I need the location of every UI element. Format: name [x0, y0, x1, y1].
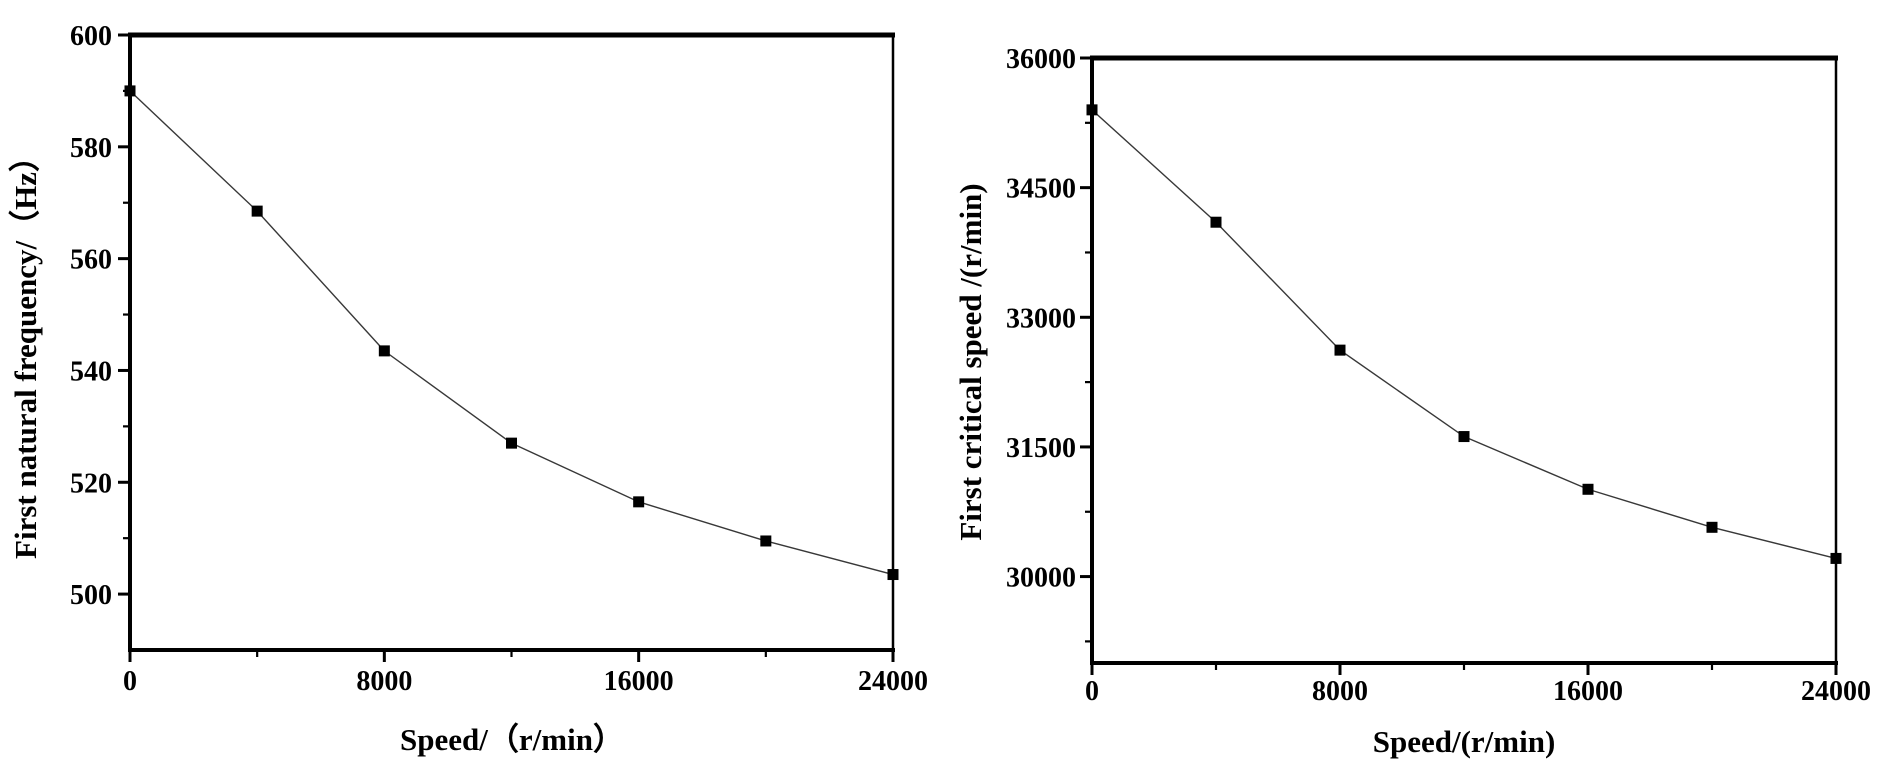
data-point-marker	[1830, 552, 1842, 564]
data-point-marker	[1086, 104, 1098, 116]
y-tick-label: 580	[70, 133, 112, 164]
x-tick-label: 0	[1085, 676, 1099, 707]
y-tick-label: 33000	[1006, 303, 1076, 334]
y-axis-title: First critical speed /(r/min)	[953, 183, 988, 540]
data-point-marker	[1582, 483, 1594, 495]
y-tick-label: 520	[70, 468, 112, 499]
data-point-marker	[1210, 216, 1222, 228]
data-point-marker	[760, 535, 772, 547]
y-tick-label: 540	[70, 356, 112, 387]
x-axis-title: Speed/(r/min)	[1373, 724, 1556, 759]
data-point-marker	[1706, 521, 1718, 533]
x-tick-label: 8000	[1312, 676, 1368, 707]
data-point-marker	[251, 205, 263, 217]
chart-first-natural-frequency: 0 8000 16000 24000 500 520 540 560 580 600 Speed/（…	[8, 21, 928, 757]
x-axis-title: Speed/（r/min）	[400, 722, 624, 757]
data-point-marker	[378, 345, 390, 357]
data-point-marker	[1334, 344, 1346, 356]
y-tick-label: 34500	[1006, 174, 1076, 205]
data-point-marker	[887, 569, 899, 581]
y-axis-title: First natural frequency/（Hz）	[8, 141, 43, 559]
x-tick-label: 24000	[858, 666, 928, 697]
data-point-marker	[506, 437, 517, 449]
data-line	[129, 90, 894, 576]
y-tick-label: 500	[70, 580, 112, 611]
x-tick-label: 16000	[604, 666, 674, 697]
y-tick-label: 36000	[1006, 44, 1076, 75]
x-tick-label: 0	[123, 666, 137, 697]
x-tick-label: 16000	[1553, 676, 1623, 707]
data-point-marker	[633, 496, 645, 508]
data-point-marker	[124, 85, 136, 97]
y-tick-label: 560	[70, 245, 112, 276]
data-point-marker	[1458, 431, 1470, 443]
data-line	[1091, 109, 1837, 560]
y-tick-label: 600	[70, 21, 112, 52]
y-tick-label: 30000	[1006, 563, 1076, 594]
y-tick-label: 31500	[1006, 433, 1076, 464]
x-tick-label: 8000	[356, 666, 412, 697]
chart-first-critical-speed: 0 8000 16000 24000 30000 31500 33000 34500 36000…	[953, 44, 1871, 759]
x-tick-label: 24000	[1801, 676, 1871, 707]
